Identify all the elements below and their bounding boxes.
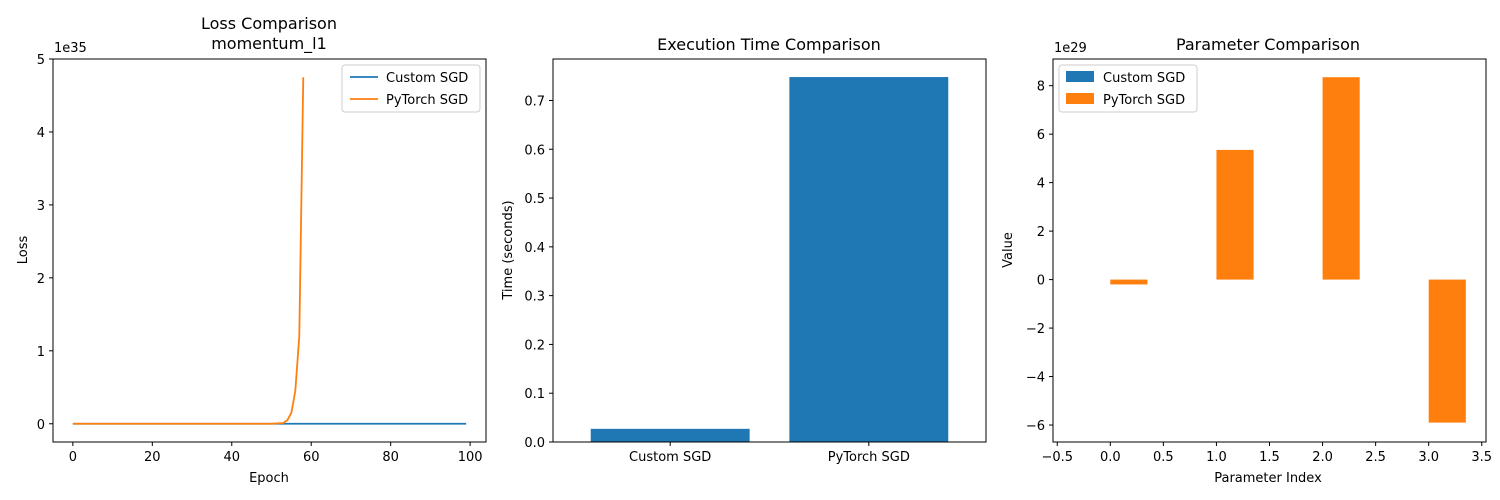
loss-x-tick-label: 100 [458,450,483,465]
param-x-tick-label: 3.5 [1471,450,1492,465]
pytorch-sgd-param-bar-2 [1322,77,1360,280]
param-y-tick-label: 4 [1037,177,1045,192]
legend-label-pytorch: PyTorch SGD [1103,93,1185,108]
loss-y-tick-label: 4 [37,126,45,141]
param-x-tick-label: 2.5 [1365,450,1386,465]
time-x-tick-label: PyTorch SGD [828,450,910,465]
time-bar-pytorch-sgd [789,77,949,442]
time-y-tick-label: 0.5 [524,192,545,207]
loss-y-tick-label: 1 [37,345,45,360]
param-chart-title: Parameter Comparison [1176,35,1360,54]
time-x-tick-label: Custom SGD [629,450,711,465]
loss-y-axis-label: Loss [16,236,31,265]
pytorch-sgd-param-bar-3 [1428,279,1466,423]
param-y-axis-label: Value [1001,232,1016,268]
loss-y-tick-label: 3 [37,199,45,214]
param-x-tick-label: −0.5 [1041,450,1073,465]
loss-x-tick-label: 20 [144,450,161,465]
time-plot-frame [552,58,987,443]
legend-swatch-pytorch [1066,93,1094,104]
time-y-tick-label: 0.3 [524,290,545,305]
param-y-tick-label: 8 [1037,80,1045,95]
param-x-tick-label: 3.0 [1418,450,1439,465]
legend-swatch-custom [1066,71,1094,82]
time-y-tick-label: 0.6 [524,143,545,158]
legend-label-custom: Custom SGD [1103,71,1185,86]
legend-label-pytorch: PyTorch SGD [386,93,468,108]
loss-x-tick-label: 0 [69,450,77,465]
legend-label-custom: Custom SGD [386,71,468,86]
param-y-tick-label: −6 [1026,419,1045,434]
time-y-tick-label: 0.0 [524,436,545,451]
loss-exponent-label: 1e35 [54,41,87,56]
loss-chart-title: Loss Comparison [201,14,337,33]
loss-comparison-chart: Loss Comparison momentum_l1 1e35 0 20 40 60… [16,14,487,486]
time-y-axis-label: Time (seconds) [501,200,516,300]
time-y-tick-label: 0.7 [524,94,545,109]
time-y-tick-label: 0.4 [524,241,545,256]
param-x-axis-label: Parameter Index [1214,471,1322,486]
param-y-tick-label: 2 [1037,225,1045,240]
loss-y-tick-label: 0 [37,418,45,433]
pytorch-sgd-param-bar-0 [1110,279,1148,285]
param-legend: Custom SGD PyTorch SGD [1058,64,1198,113]
param-x-tick-label: 1.5 [1259,450,1280,465]
param-x-tick-label: 2.0 [1312,450,1333,465]
param-plot-frame [1052,58,1487,443]
param-x-tick-label: 0.0 [1100,450,1121,465]
param-y-tick-label: 0 [1037,274,1045,289]
param-x-tick-label: 0.5 [1153,450,1174,465]
param-y-tick-label: −4 [1026,371,1045,386]
loss-x-tick-label: 60 [303,450,320,465]
time-bar-custom-sgd [590,428,750,442]
loss-y-tick-label: 5 [37,53,45,68]
parameter-comparison-chart: Parameter Comparison 1e29 −0.5 0.0 0.5 1.0 1… [1001,35,1492,486]
loss-plot-frame [52,58,487,443]
time-y-tick-label: 0.1 [524,387,545,402]
param-y-tick-label: −2 [1026,322,1045,337]
pytorch-sgd-loss-line [72,77,305,425]
param-x-tick-label: 1.0 [1206,450,1227,465]
time-chart-title: Execution Time Comparison [657,35,881,54]
loss-x-tick-label: 80 [382,450,399,465]
param-y-tick-label: 6 [1037,128,1045,143]
pytorch-sgd-param-bar-1 [1216,149,1254,280]
execution-time-chart: Execution Time Comparison Custom SGD PyTo… [501,35,987,465]
loss-x-tick-label: 40 [223,450,240,465]
param-exponent-label: 1e29 [1054,41,1087,56]
loss-y-tick-label: 2 [37,272,45,287]
loss-legend: Custom SGD PyTorch SGD [341,64,481,113]
time-y-tick-label: 0.2 [524,338,545,353]
loss-chart-subtitle: momentum_l1 [211,34,327,54]
loss-x-axis-label: Epoch [249,471,289,486]
